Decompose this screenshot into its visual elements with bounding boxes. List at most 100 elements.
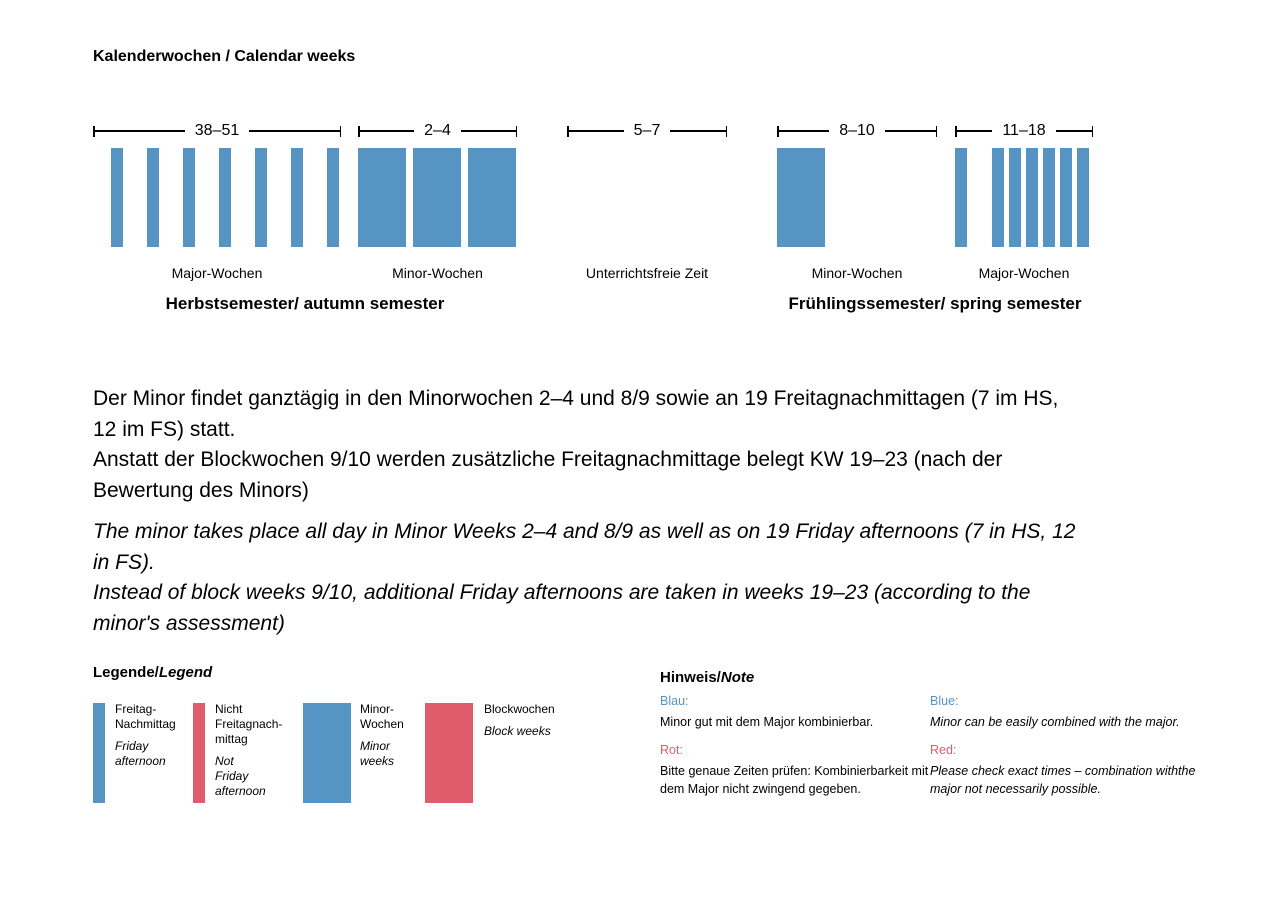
- week-bar: [992, 148, 1004, 247]
- note-column-german: Blau: Minor gut mit dem Major kombinierb…: [660, 692, 945, 808]
- range-bracket: 2–4: [358, 122, 518, 140]
- legend-label-de: Freitag- Nachmittag: [115, 702, 176, 731]
- semester-label-autumn: Herbstsemester/ autumn semester: [165, 294, 445, 313]
- note-text-red: Please check exact times – combination w…: [930, 764, 1196, 796]
- week-bars: [567, 148, 727, 247]
- week-group-38-51: 38–51 Major-Wochen: [93, 122, 341, 302]
- week-bar: [327, 148, 339, 247]
- week-bar: [147, 148, 159, 247]
- week-bars: [358, 148, 517, 247]
- bracket-tick: [725, 125, 728, 137]
- bracket-line: [568, 130, 624, 132]
- description-english: The minor takes place all day in Minor W…: [93, 520, 1076, 635]
- legend-label-de: Nicht Freitagnach- mittag: [215, 702, 283, 746]
- bracket-line: [460, 130, 516, 132]
- bracket-tick: [567, 125, 569, 137]
- note-title-de: Hinweis/: [660, 669, 721, 686]
- range-label: 11–18: [1002, 122, 1046, 139]
- legend-swatch-not-friday-afternoon: [193, 703, 205, 803]
- range-label: 2–4: [424, 122, 451, 139]
- bracket-tick: [515, 125, 518, 137]
- range-label: 8–10: [839, 122, 875, 139]
- week-bar: [1060, 148, 1072, 247]
- bracket-tick: [358, 125, 360, 137]
- note-label-rot: Rot:: [660, 743, 683, 757]
- range-label: 5–7: [633, 122, 661, 139]
- bracket-line: [956, 130, 993, 132]
- legend-label-en: Friday afternoon: [115, 739, 166, 768]
- group-label: Unterrichtsfreie Zeit: [585, 265, 709, 281]
- legend-swatch-friday-afternoon: [93, 703, 105, 803]
- legend-title: Legende/Legend: [93, 664, 212, 681]
- page-title: Kalenderwochen / Calendar weeks: [93, 48, 356, 65]
- bracket-tick: [955, 125, 957, 137]
- semester-label-spring: Frühlingssemester/ spring semester: [788, 294, 1082, 313]
- legend-item-minor-weeks: Minor- Wochen Minor weeks: [360, 702, 435, 769]
- week-group-5-7: 5–7 Unterrichtsfreie Zeit: [567, 122, 728, 302]
- week-bar: [955, 148, 967, 247]
- range-label: 38–51: [194, 122, 240, 139]
- week-bar: [468, 148, 516, 247]
- group-label: Major-Wochen: [978, 265, 1070, 281]
- week-bar: [183, 148, 195, 247]
- week-bars: [93, 148, 341, 247]
- range-bracket: 38–51: [93, 122, 341, 140]
- bracket-line: [359, 130, 415, 132]
- week-bar: [219, 148, 231, 247]
- bracket-tick: [339, 125, 341, 137]
- bracket-line: [1055, 130, 1092, 132]
- range-bracket: 5–7: [567, 122, 728, 140]
- note-text-rot: Bitte genaue Zeiten prüfen: Kombinierbar…: [660, 764, 929, 796]
- bracket-line: [670, 130, 726, 132]
- week-bar: [1026, 148, 1038, 247]
- legend-item-not-friday-afternoon: Nicht Freitagnach- mittag Not Friday aft…: [215, 702, 305, 799]
- bracket-tick: [93, 125, 95, 137]
- range-bracket: 11–18: [955, 122, 1093, 140]
- group-label: Minor-Wochen: [392, 265, 483, 281]
- week-bar: [1077, 148, 1089, 247]
- week-bar: [111, 148, 123, 247]
- week-bars: [955, 148, 1093, 247]
- bracket-tick: [935, 125, 937, 137]
- week-group-8-10: 8–10 Minor-Wochen: [777, 122, 937, 302]
- week-bar: [413, 148, 461, 247]
- legend-item-friday-afternoon: Freitag- Nachmittag Friday afternoon: [115, 702, 195, 769]
- week-bar: [1043, 148, 1055, 247]
- legend-title-en: Legend: [158, 664, 213, 681]
- note-label-blue: Blue:: [930, 694, 959, 708]
- week-bar: [1009, 148, 1021, 247]
- week-bar: [255, 148, 267, 247]
- week-bar: [777, 148, 825, 247]
- note-title: Hinweis/Note: [660, 669, 754, 686]
- legend-item-block-weeks: Blockwochen Block weeks: [484, 702, 579, 739]
- note-text-blau: Minor gut mit dem Major kombinierbar.: [660, 715, 874, 729]
- week-bars: [777, 148, 937, 247]
- bracket-line: [94, 130, 185, 132]
- legend-label-en: Minor weeks: [360, 739, 395, 768]
- note-label-blau: Blau:: [660, 694, 689, 708]
- week-group-2-4: 2–4 Minor-Wochen: [358, 122, 518, 302]
- legend-label-en: Block weeks: [484, 724, 551, 738]
- range-bracket: 8–10: [777, 122, 937, 140]
- note-text-blue: Minor can be easily combined with the ma…: [930, 715, 1180, 729]
- description-german: Der Minor findet ganztägig in den Minorw…: [93, 387, 1059, 502]
- bracket-tick: [777, 125, 779, 137]
- bracket-line: [884, 130, 936, 132]
- note-title-en: Note: [720, 669, 755, 686]
- group-label: Major-Wochen: [171, 265, 263, 281]
- legend-label-en: Not Friday afternoon: [215, 754, 266, 798]
- bracket-line: [249, 130, 340, 132]
- week-group-11-18: 11–18 Major-Wochen: [955, 122, 1093, 302]
- legend-label-de: Blockwochen: [484, 702, 555, 716]
- bracket-tick: [1091, 125, 1093, 137]
- note-column-english: Blue: Minor can be easily combined with …: [930, 692, 1198, 808]
- note-label-red: Red:: [930, 743, 957, 757]
- group-label: Minor-Wochen: [811, 265, 903, 281]
- legend-label-de: Minor- Wochen: [360, 702, 404, 731]
- week-bar: [358, 148, 406, 247]
- bracket-line: [778, 130, 830, 132]
- legend-swatch-minor-weeks: [303, 703, 351, 803]
- week-bar: [291, 148, 303, 247]
- legend-title-de: Legende/: [93, 664, 159, 681]
